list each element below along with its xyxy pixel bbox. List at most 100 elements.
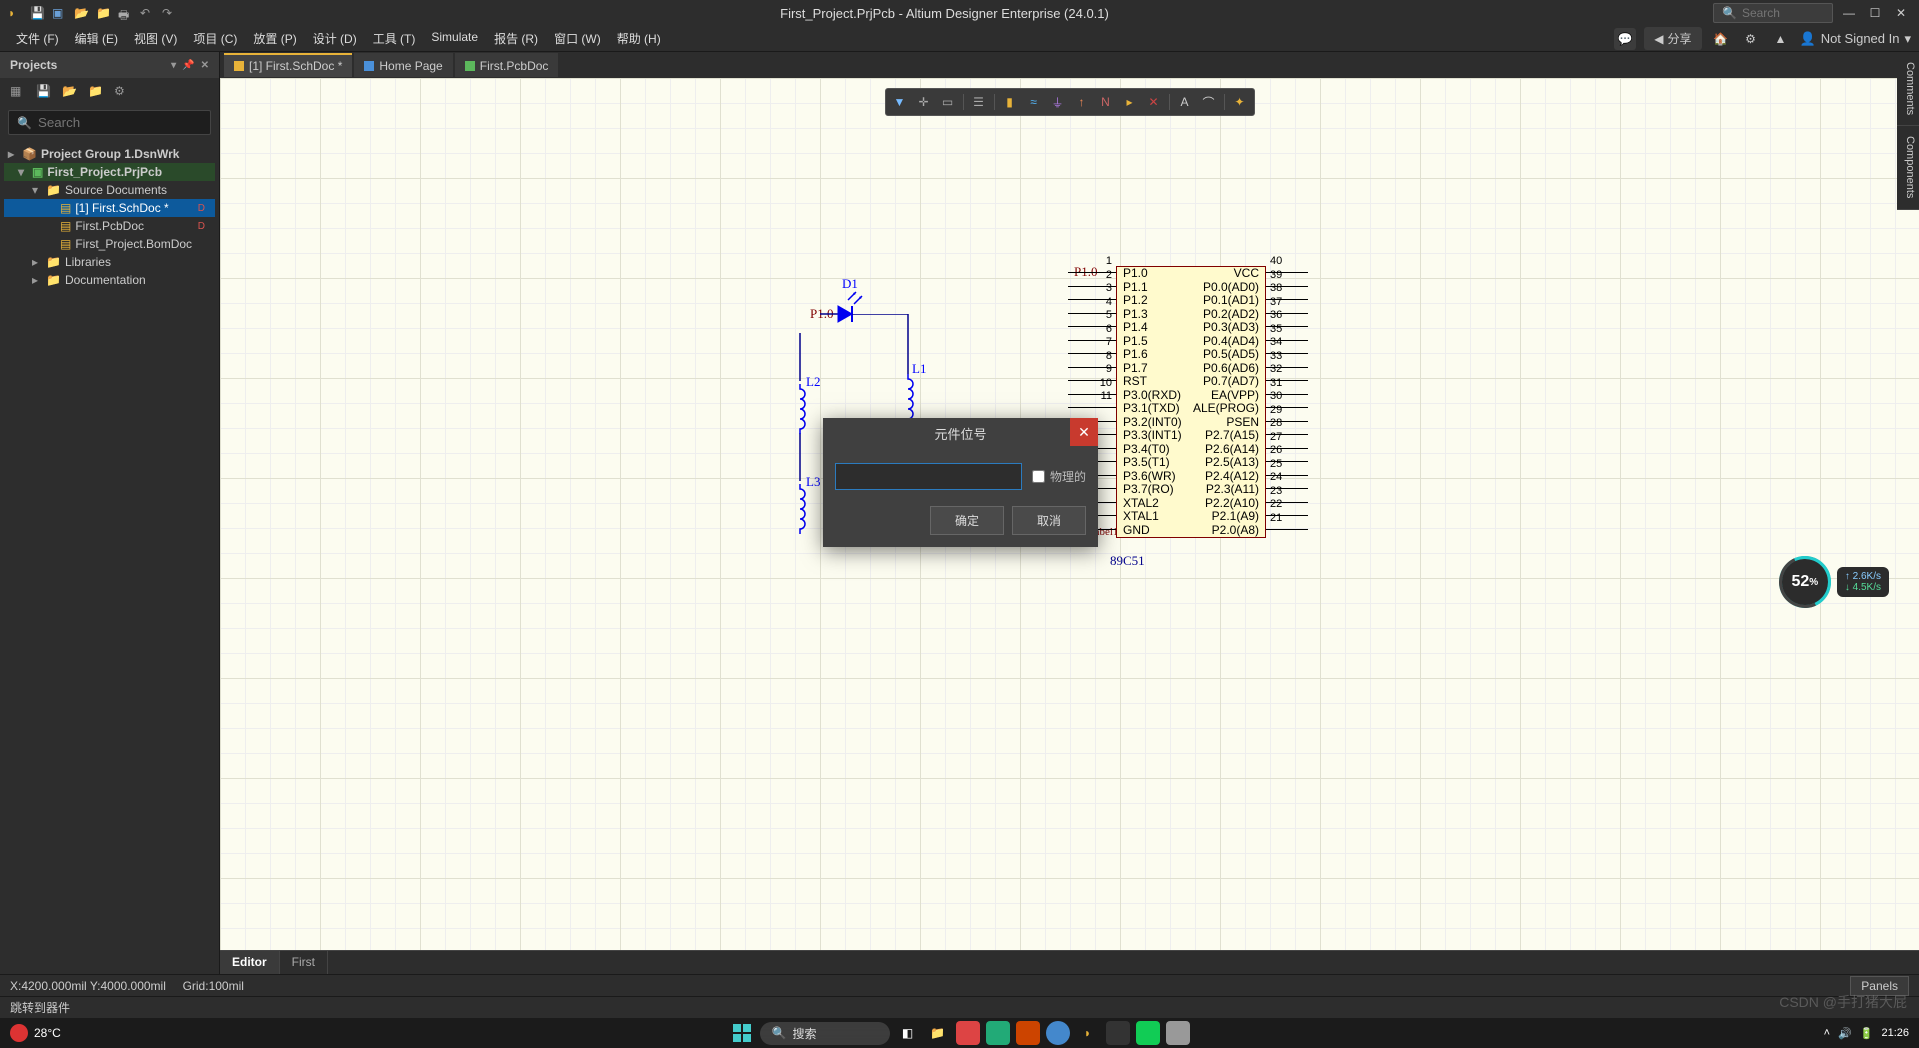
app-2[interactable]: [986, 1021, 1010, 1045]
component-ic[interactable]: P1.0VCCP1.1P0.0(AD0)P1.2P0.1(AD1)P1.3P0.…: [1116, 266, 1266, 538]
tree-documentation[interactable]: ▸📁 Documentation: [4, 271, 215, 289]
cloud-icon[interactable]: ▲: [1770, 28, 1792, 50]
menu-item[interactable]: 工具 (T): [365, 27, 424, 50]
gnd-icon[interactable]: ⏚: [1047, 92, 1069, 112]
ic-pin-left[interactable]: 11: [1068, 401, 1116, 415]
app-7[interactable]: [1136, 1021, 1160, 1045]
panel-pin-icon[interactable]: 📌: [182, 60, 194, 71]
tree-file[interactable]: ▤First_Project.BomDoc: [4, 235, 215, 253]
app-3[interactable]: [1016, 1021, 1040, 1045]
global-search[interactable]: 🔍: [1713, 3, 1833, 23]
wire-icon[interactable]: ≈: [1023, 92, 1045, 112]
menu-item[interactable]: 项目 (C): [185, 27, 245, 50]
menu-item[interactable]: Simulate: [423, 27, 486, 50]
align-icon[interactable]: ☰: [968, 92, 990, 112]
ok-button[interactable]: 确定: [930, 506, 1004, 535]
open-project-icon[interactable]: 📁: [96, 6, 110, 20]
app-icon[interactable]: ◗: [8, 6, 22, 20]
tab-editor[interactable]: Editor: [220, 951, 280, 974]
panel-close-icon[interactable]: ✕: [201, 60, 209, 71]
tab-components[interactable]: Components: [1897, 126, 1919, 209]
tree-libraries[interactable]: ▸📁 Libraries: [4, 253, 215, 271]
tab-first[interactable]: First: [280, 951, 328, 974]
document-tab[interactable]: First.PcbDoc: [455, 53, 559, 77]
part-icon[interactable]: ▮: [999, 92, 1021, 112]
menu-item[interactable]: 报告 (R): [486, 27, 546, 50]
nav-icon[interactable]: ▦: [10, 84, 26, 100]
gear-icon[interactable]: ⚙: [114, 84, 130, 100]
component-l2[interactable]: [792, 384, 812, 439]
menu-item[interactable]: 设计 (D): [305, 27, 365, 50]
settings-icon[interactable]: ⚙: [1740, 28, 1762, 50]
cancel-button[interactable]: 取消: [1012, 506, 1086, 535]
open-icon[interactable]: 📂: [74, 6, 88, 20]
port-icon[interactable]: ▸: [1119, 92, 1141, 112]
document-tab[interactable]: Home Page: [354, 53, 452, 77]
physical-checkbox[interactable]: 物理的: [1032, 468, 1086, 485]
menu-item[interactable]: 放置 (P): [245, 27, 304, 50]
move-icon[interactable]: ✛: [913, 92, 935, 112]
noer-icon[interactable]: ✕: [1143, 92, 1165, 112]
signin-button[interactable]: 👤 Not Signed In ▾: [1800, 31, 1912, 47]
compile-icon[interactable]: 📂: [62, 84, 78, 100]
tray-battery-icon[interactable]: 🔋: [1860, 1027, 1874, 1040]
save-proj-icon[interactable]: 💾: [36, 84, 52, 100]
app-4[interactable]: [1046, 1021, 1070, 1045]
taskbar-weather[interactable]: 28°C: [10, 1024, 61, 1042]
undo-icon[interactable]: ↶: [140, 6, 154, 20]
menu-item[interactable]: 帮助 (H): [609, 27, 669, 50]
menu-item[interactable]: 编辑 (E): [67, 27, 126, 50]
schematic-canvas[interactable]: ▼ ✛ ▭ ☰ ▮ ≈ ⏚ ↑ N ▸ ✕ A ⌒ ✦: [220, 78, 1919, 950]
netlabel-icon[interactable]: N: [1095, 92, 1117, 112]
tab-comments[interactable]: Comments: [1897, 52, 1919, 126]
wire-2[interactable]: [795, 333, 805, 383]
tray-clock[interactable]: 21:26: [1881, 1027, 1909, 1039]
select-icon[interactable]: ▭: [937, 92, 959, 112]
wire-3[interactable]: [795, 433, 805, 483]
menu-item[interactable]: 视图 (V): [126, 27, 185, 50]
folder-icon[interactable]: 📁: [88, 84, 104, 100]
print-icon[interactable]: 🖶: [118, 6, 132, 20]
power-icon[interactable]: ↑: [1071, 92, 1093, 112]
perf-percent[interactable]: 52%: [1779, 556, 1831, 608]
tray-arrow[interactable]: ˄: [1824, 1027, 1830, 1039]
share-button[interactable]: ◀ 分享: [1644, 27, 1701, 50]
dialog-close-button[interactable]: ✕: [1070, 418, 1098, 446]
panel-dropdown-icon[interactable]: ▾: [171, 60, 176, 71]
app-8[interactable]: [1166, 1021, 1190, 1045]
projects-search-input[interactable]: [38, 115, 202, 130]
redo-icon[interactable]: ↷: [162, 6, 176, 20]
ic-pin-right[interactable]: 21: [1266, 523, 1308, 537]
home-icon[interactable]: 🏠: [1710, 28, 1732, 50]
save-icon[interactable]: 💾: [30, 6, 44, 20]
comment-icon[interactable]: 💬: [1614, 28, 1636, 50]
component-l3[interactable]: [792, 484, 812, 539]
filter-icon[interactable]: ▼: [889, 92, 911, 112]
text-icon[interactable]: A: [1174, 92, 1196, 112]
maximize-button[interactable]: ☐: [1865, 3, 1885, 23]
arc-icon[interactable]: ⌒: [1198, 92, 1220, 112]
taskbar-search[interactable]: 🔍 搜索: [760, 1022, 890, 1045]
tree-file[interactable]: ▤First.PcbDocD: [4, 217, 215, 235]
app-1[interactable]: [956, 1021, 980, 1045]
tree-group[interactable]: ▸📦 Project Group 1.DsnWrk: [4, 145, 215, 163]
tree-project[interactable]: ▾▣ First_Project.PrjPcb: [4, 163, 215, 181]
explorer-icon[interactable]: 📁: [926, 1021, 950, 1045]
save-all-icon[interactable]: ▣: [52, 6, 66, 20]
minimize-button[interactable]: —: [1839, 3, 1859, 23]
tree-file[interactable]: ▤[1] First.SchDoc *D: [4, 199, 215, 217]
close-button[interactable]: ✕: [1891, 3, 1911, 23]
tree-source-docs[interactable]: ▾📁 Source Documents: [4, 181, 215, 199]
app-6[interactable]: [1106, 1021, 1130, 1045]
probe-icon[interactable]: ✦: [1229, 92, 1251, 112]
start-button[interactable]: [730, 1021, 754, 1045]
taskview-icon[interactable]: ◧: [896, 1021, 920, 1045]
app-5[interactable]: ◗: [1076, 1021, 1100, 1045]
menu-item[interactable]: 文件 (F): [8, 27, 67, 50]
designator-ic[interactable]: 89C51: [1110, 553, 1145, 569]
menu-item[interactable]: 窗口 (W): [546, 27, 609, 50]
document-tab[interactable]: [1] First.SchDoc *: [224, 53, 352, 77]
designator-input[interactable]: [835, 463, 1022, 490]
search-input[interactable]: [1742, 6, 1822, 20]
tray-net-icon[interactable]: 🔊: [1838, 1027, 1852, 1040]
